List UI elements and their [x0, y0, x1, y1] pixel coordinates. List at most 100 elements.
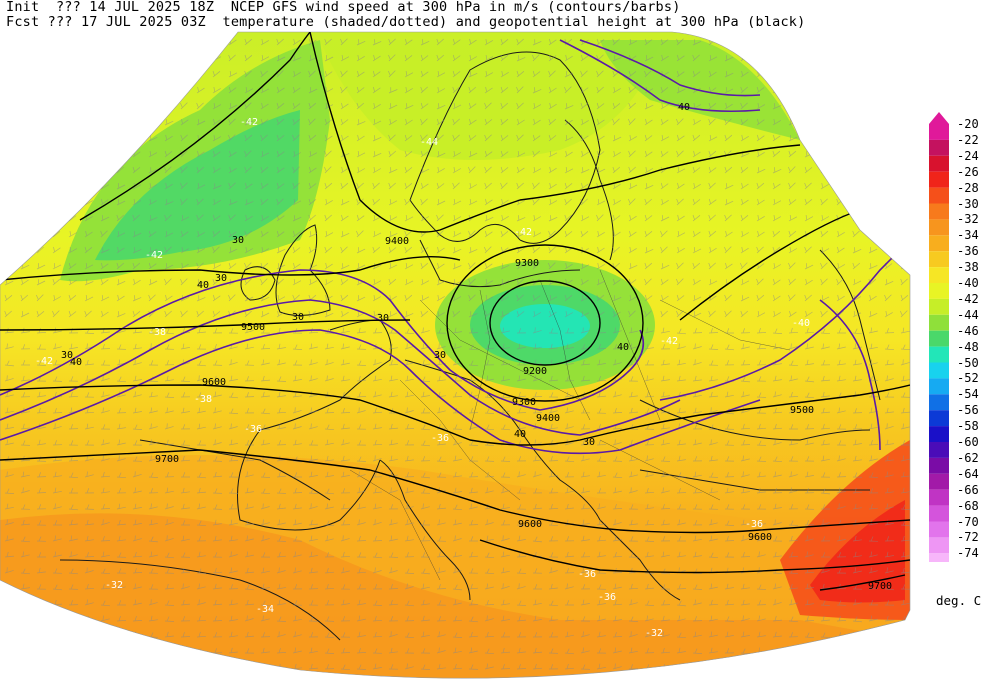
wind-barb [340, 359, 350, 366]
wind-barb [708, 407, 718, 414]
wind-barb [180, 392, 191, 398]
wind-barb [20, 568, 31, 575]
wind-barb [356, 39, 366, 46]
wind-barb [420, 488, 431, 494]
wind-barb [644, 294, 653, 302]
wind-barb [36, 54, 45, 62]
wind-barb [756, 487, 766, 494]
wind-barb [468, 664, 479, 670]
wind-barb [260, 230, 269, 238]
wind-barb [148, 407, 158, 414]
legend-label: -20 [957, 117, 979, 131]
legend-label: -70 [957, 514, 979, 529]
wind-barb [804, 119, 814, 126]
wind-barb [644, 615, 654, 622]
wind-barb [196, 503, 206, 510]
wind-barb [884, 632, 895, 639]
wind-barb [836, 440, 847, 446]
wind-barb [772, 471, 782, 478]
wind-barb [116, 231, 126, 238]
wind-barb [276, 118, 285, 126]
wind-barb [868, 294, 877, 302]
wind-barb [164, 647, 175, 654]
wind-barb [276, 503, 286, 510]
wind-barb [644, 519, 655, 526]
wind-barb [692, 584, 703, 590]
wind-barb [452, 471, 462, 478]
wind-barb [692, 39, 702, 46]
wind-barb [100, 583, 111, 590]
wind-barb [244, 70, 252, 78]
wind-barb [260, 408, 271, 415]
wind-barb [4, 54, 13, 62]
wind-barb [804, 359, 814, 366]
wind-barb [804, 39, 814, 46]
wind-barb [292, 487, 303, 494]
wind-barb [164, 568, 175, 574]
wind-barb [516, 375, 526, 382]
wind-barb [164, 54, 173, 62]
wind-barb [260, 102, 269, 110]
wind-barb [900, 183, 910, 190]
wind-barb [532, 246, 541, 254]
wind-barb [196, 664, 207, 670]
legend-swatch [929, 537, 949, 554]
wind-barb [100, 487, 110, 494]
wind-barb [292, 360, 303, 366]
wind-barb [372, 182, 380, 190]
wind-barb [52, 199, 62, 206]
wind-barb [548, 375, 559, 382]
wind-barb [212, 135, 221, 142]
wind-barb [468, 568, 479, 574]
wind-barb [852, 167, 862, 174]
wind-barb [708, 647, 718, 654]
wind-barb [676, 262, 684, 270]
wind-barb [420, 631, 430, 638]
wind-barb [164, 423, 174, 430]
wind-barb [180, 455, 191, 462]
wind-barb [436, 519, 446, 526]
wind-barb [660, 647, 671, 654]
wind-barb [820, 182, 829, 190]
wind-barb [116, 262, 125, 270]
wind-barb [804, 471, 814, 478]
wind-barb [372, 135, 382, 142]
wind-barb [596, 343, 607, 350]
wind-barb [500, 407, 510, 414]
wind-barb [372, 231, 382, 238]
wind-barb [900, 278, 908, 286]
wind-barb [100, 54, 109, 62]
header-line-2: Fcst ??? 17 JUL 2025 03Z temperature (sh… [6, 14, 806, 30]
wind-barb [340, 86, 348, 94]
wind-barb [404, 663, 414, 670]
wind-barb [564, 103, 574, 110]
wind-barb [180, 343, 190, 350]
wind-barb [244, 295, 254, 302]
wind-barb [708, 615, 718, 622]
wind-barb [196, 616, 207, 622]
wind-barb [212, 246, 220, 254]
wind-barb [421, 520, 430, 526]
wind-barb [660, 615, 670, 622]
wind-barb [372, 311, 381, 318]
temp-label: -42 [145, 250, 163, 261]
wind-barb [532, 391, 543, 398]
wind-barb [212, 535, 222, 542]
wind-barb [52, 471, 62, 478]
wind-barb [660, 503, 671, 510]
wind-barb [789, 424, 798, 430]
wind-barb [692, 535, 702, 542]
legend-label: -30 [957, 196, 979, 211]
wind-barb [772, 615, 783, 622]
wind-barb [452, 295, 462, 302]
wind-barb [68, 519, 78, 526]
wind-barb [52, 38, 61, 46]
wind-barb [500, 456, 511, 462]
wind-barb [308, 551, 318, 558]
wind-barb [196, 583, 206, 590]
wind-barb [580, 455, 590, 462]
wind-barb [580, 584, 591, 590]
wind-barb [724, 118, 732, 126]
wind-barb [612, 310, 621, 318]
